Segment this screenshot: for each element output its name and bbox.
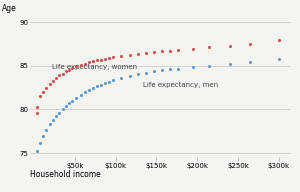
Point [168,49,173,52]
Point [57,111,62,114]
Point [276,39,281,42]
Point [111,55,116,59]
Point [64,105,68,108]
Point [127,53,132,56]
Point [54,76,58,79]
Point [70,99,75,102]
Point [191,66,196,69]
Point [82,91,87,94]
Text: Life expectancy, men: Life expectancy, men [142,82,218,88]
Point [44,128,49,131]
Point [160,69,164,72]
Point [90,60,95,63]
Point [176,67,181,70]
Point [276,57,281,60]
Point [160,50,164,53]
Point [44,86,49,89]
Point [135,52,140,55]
Point [86,89,91,92]
Point [40,134,46,137]
Point [60,72,65,75]
Point [127,74,132,77]
Point [152,50,156,54]
Point [60,108,65,111]
Point [47,123,52,126]
Text: Life expectancy, women: Life expectancy, women [52,64,137,70]
Point [57,74,62,77]
Point [40,90,46,94]
Point [191,48,196,51]
Point [135,73,140,76]
Y-axis label: Age: Age [2,4,17,13]
Point [227,63,232,66]
Point [207,64,212,67]
Point [50,79,55,82]
Point [78,63,83,66]
Point [67,68,72,71]
Point [248,60,253,63]
Point [38,160,42,163]
Point [90,87,95,90]
Point [103,57,107,60]
Point [34,105,39,108]
Point [94,59,99,62]
Point [99,58,103,61]
Point [107,56,112,60]
Point [111,78,116,81]
Point [207,46,212,49]
Point [143,71,148,74]
Point [103,81,107,84]
Point [50,118,55,122]
Point [152,70,156,73]
Point [74,65,79,68]
X-axis label: Household income: Household income [30,170,101,179]
Point [67,102,72,105]
Point [94,85,99,88]
Point [70,66,75,70]
Point [119,76,124,79]
Point [99,83,103,86]
Point [119,54,124,57]
Point [143,51,148,54]
Point [74,96,79,99]
Point [86,61,91,64]
Point [47,83,52,86]
Point [34,150,39,153]
Point [107,80,112,83]
Point [38,141,42,144]
Point [54,115,58,118]
Point [38,95,42,98]
Point [227,44,232,47]
Point [34,111,39,114]
Point [248,42,253,45]
Point [168,68,173,71]
Point [176,49,181,52]
Point [64,70,68,73]
Point [78,94,83,97]
Point [82,62,87,65]
